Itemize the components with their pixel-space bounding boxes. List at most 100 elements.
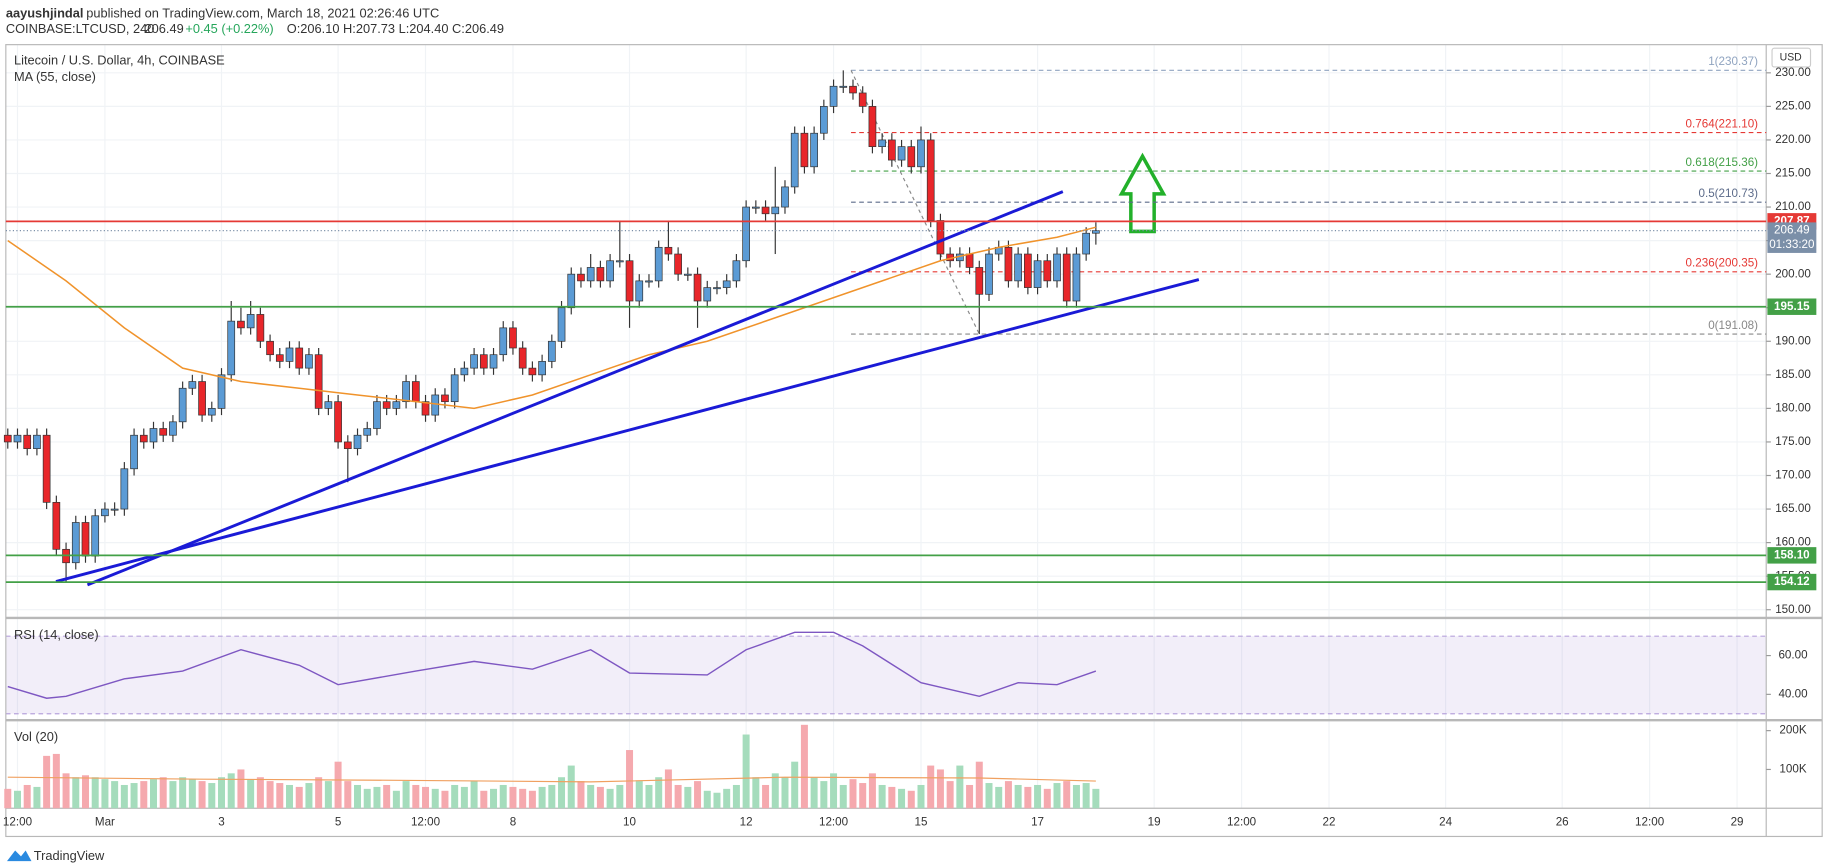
volume-bar [324,781,332,809]
volume-bar [859,783,867,809]
candle-body [1082,232,1090,255]
volume-bar [1072,784,1080,809]
candle-body [577,273,585,282]
volume-bar [431,788,439,809]
candle-body [625,260,634,302]
candle-body [674,253,682,275]
volume-bar [771,773,779,809]
footer-text: TradingView [34,848,105,863]
volume-bar [305,783,313,809]
candle-body [130,434,138,470]
candle-body [334,401,342,443]
volume-bar [120,784,128,809]
candle-body [819,106,828,134]
level-tag-label: 195.15 [1774,300,1810,313]
volume-bar [383,784,391,809]
x-tick-label: 3 [218,815,224,828]
volume-bar [606,788,614,809]
candle-body [1004,246,1013,282]
fib-label: 0.5(210.73) [1698,187,1758,200]
volume-bar [898,788,906,809]
candle-body [693,273,702,302]
candle-body [499,327,508,356]
volume-bar [616,784,624,809]
volume-bar [1004,781,1012,809]
candle-body [615,260,624,263]
unit-label[interactable]: USD [1780,51,1803,63]
volume-bar [422,786,430,809]
volume-bar [752,777,760,809]
candle-body [324,401,333,409]
ma-line [7,226,1097,410]
candle-body [1024,253,1032,288]
volume-bar [927,765,935,809]
candle-body [421,401,430,416]
candle-body [771,206,780,215]
volume-bar [23,784,31,809]
volume-bar [198,781,206,809]
candle-body [936,220,945,255]
volume-bar [159,777,167,809]
candle-body [509,327,517,349]
ohlc: O:206.10 H:207.73 L:204.40 C:206.49 [287,21,504,36]
candle-body [790,132,799,188]
volume-bar [1082,783,1090,809]
candle-body [110,508,119,511]
volume-bar [694,781,702,809]
volume-bar [315,777,323,809]
candle-body [33,434,41,450]
candle-body [470,354,478,369]
x-tick-label: Mar [95,815,115,828]
volume-bar [577,781,585,809]
volume-bar [470,781,478,809]
level-tag-label: 154.12 [1774,575,1810,588]
volume-bar [820,781,828,809]
candle-body [450,374,459,403]
volume-bar [985,783,993,809]
candle-body [285,347,294,362]
volume-bar [936,769,944,809]
candle-body [557,307,566,342]
volume-bar [499,784,507,809]
y-tick-label: 185.00 [1775,368,1811,381]
candle-body [353,434,362,450]
y-tick-label: 190.00 [1775,334,1811,347]
x-tick-label: 17 [1031,815,1044,828]
candle-body [975,267,984,295]
volume-bar [635,781,643,809]
volume-bar [169,781,177,809]
volume-bar [1092,788,1100,809]
candle-body [159,428,168,436]
volume-bar [519,788,527,809]
candle-body [3,434,12,443]
volume-bar [664,769,672,809]
volume-bar [227,773,235,809]
volume-bar [130,783,138,809]
candle-body [703,287,712,302]
volume-bar [509,786,517,809]
y-tick-label: 40.00 [1778,687,1808,700]
x-tick-label: 12:00 [1227,815,1257,828]
x-tick-label: 12:00 [819,815,849,828]
candle-body [237,320,245,329]
volume-bar [762,784,770,809]
candle-body [1033,260,1042,288]
fib-label: 0(191.08) [1708,319,1758,332]
y-tick-label: 230.00 [1775,66,1811,79]
volume-bar [528,790,536,809]
unit-button[interactable] [1771,47,1812,68]
volume-bar [33,786,41,809]
y-tick-label: 170.00 [1775,469,1811,482]
rsi-line [7,631,1097,699]
volume-bar [888,786,896,809]
candle-body [188,381,197,389]
candle-body [654,246,663,282]
last: 206.49 [145,21,184,36]
volume-bar [490,788,498,809]
candle-body [683,273,692,276]
candle-body [227,320,236,376]
volume-bar [101,779,109,809]
y-tick-label: 200K [1779,724,1806,737]
x-tick-label: 8 [510,815,516,828]
change: +0.45 (+0.22%) [185,21,273,36]
